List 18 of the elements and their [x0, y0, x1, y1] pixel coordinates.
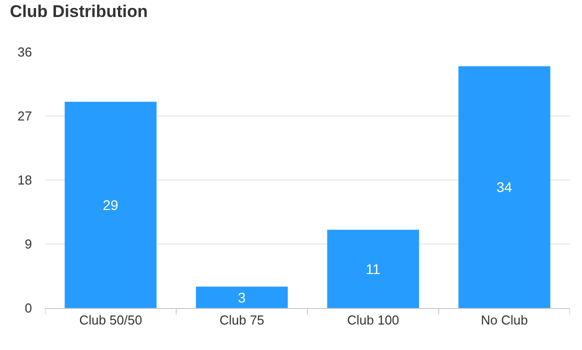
data-label: 29 [102, 196, 119, 213]
x-tick-label: Club 100 [347, 312, 400, 328]
bar [64, 102, 157, 308]
x-tick-label: No Club [480, 312, 528, 328]
data-label: 3 [238, 289, 246, 306]
y-tick-label: 9 [24, 236, 32, 252]
bar [458, 66, 550, 308]
y-tick-label: 0 [24, 300, 32, 316]
y-tick-label: 36 [18, 44, 32, 60]
bar [196, 286, 288, 308]
x-tick-label: Club 75 [219, 312, 264, 328]
data-label: 11 [366, 260, 380, 277]
data-label: 34 [496, 179, 512, 196]
y-tick-label: 27 [18, 108, 32, 124]
x-tick-label: Club 50/50 [79, 312, 142, 328]
bar [327, 230, 420, 308]
y-tick-label: 18 [18, 172, 32, 188]
chart-title: Club Distribution [10, 2, 148, 22]
